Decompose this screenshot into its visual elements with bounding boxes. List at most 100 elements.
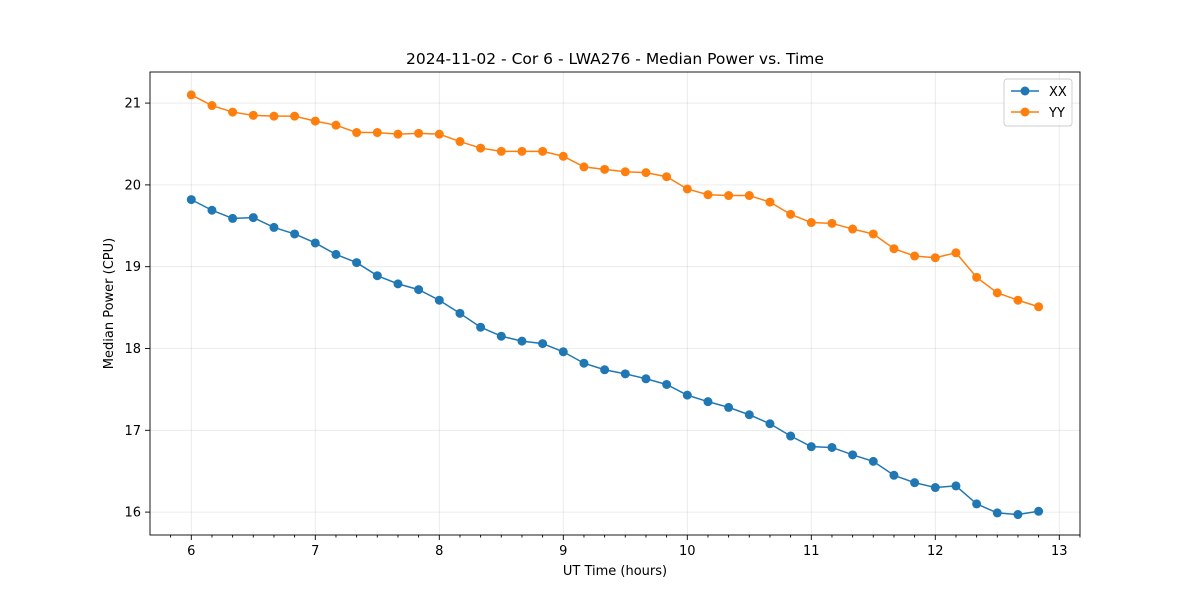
data-point-yy [889,244,899,254]
data-point-yy [724,191,734,201]
data-point-xx [455,308,465,318]
data-point-yy [228,107,238,117]
data-point-yy [765,197,775,207]
data-point-xx [951,481,961,491]
data-point-xx [889,470,899,480]
data-point-yy [910,251,920,261]
y-axis-label: Median Power (CPU) [102,238,117,369]
data-point-yy [558,151,568,161]
data-point-yy [620,167,630,177]
data-point-xx [476,322,486,332]
data-point-yy [744,191,754,201]
data-point-xx [579,358,589,368]
data-point-xx [972,499,982,509]
legend-marker-yy [1020,107,1030,117]
chart-title: 2024-11-02 - Cor 6 - LWA276 - Median Pow… [406,50,824,68]
data-point-xx [868,456,878,466]
data-point-yy [269,111,279,121]
data-point-yy [992,288,1002,298]
data-point-yy [930,253,940,263]
data-point-xx [662,379,672,389]
data-point-xx [641,374,651,384]
x-tick-label: 8 [435,544,443,559]
data-point-xx [228,213,238,223]
data-point-xx [248,213,258,223]
legend-marker-xx [1020,86,1030,96]
data-point-xx [806,442,816,452]
data-point-yy [682,184,692,194]
data-point-xx [269,222,279,232]
data-point-xx [744,410,754,420]
data-point-xx [724,402,734,412]
data-point-xx [786,431,796,441]
data-point-xx [372,271,382,281]
y-tick-label: 20 [124,178,141,193]
data-point-xx [186,195,196,205]
data-point-yy [786,209,796,219]
x-tick-label: 9 [559,544,567,559]
data-point-yy [310,116,320,126]
axis-ticks: 6 7 8 9 10 11 12 13 16 17 18 19 20 21 [124,97,1081,559]
data-point-yy [393,129,403,139]
data-point-yy [434,129,444,139]
data-point-yy [848,224,858,234]
y-tick-label: 21 [124,97,141,112]
x-tick-label: 11 [803,544,820,559]
data-point-xx [910,478,920,488]
data-point-yy [496,146,506,156]
data-point-yy [455,137,465,147]
data-point-yy [290,111,300,121]
data-point-yy [951,248,961,258]
data-point-xx [290,229,300,239]
data-point-yy [352,128,362,138]
data-point-xx [496,331,506,341]
data-point-yy [972,272,982,282]
data-point-yy [703,190,713,200]
data-point-yy [868,229,878,239]
data-point-yy [186,90,196,100]
data-point-xx [992,508,1002,518]
data-point-xx [620,369,630,379]
data-point-xx [434,295,444,305]
data-point-yy [207,101,217,111]
y-tick-label: 16 [124,506,141,521]
data-point-yy [827,218,837,228]
legend-label-xx: XX [1049,85,1067,100]
data-point-xx [1034,506,1044,516]
data-point-xx [310,238,320,248]
data-point-yy [600,164,610,174]
data-point-xx [558,347,568,357]
x-tick-label: 7 [311,544,319,559]
y-tick-label: 18 [124,342,141,357]
data-point-xx [1013,510,1023,520]
data-point-yy [248,110,258,120]
data-point-xx [930,483,940,493]
data-point-xx [352,258,362,268]
data-point-xx [703,397,713,407]
data-point-yy [1034,302,1044,312]
data-point-yy [372,128,382,138]
x-tick-label: 6 [187,544,195,559]
y-tick-label: 19 [124,260,141,275]
data-point-yy [662,172,672,182]
plot-frame [149,71,1081,536]
data-point-xx [538,339,548,349]
data-point-xx [414,285,424,295]
data-point-xx [207,205,217,215]
data-point-yy [414,128,424,138]
data-point-xx [517,336,527,346]
data-point-xx [600,365,610,375]
data-point-yy [517,146,527,156]
data-point-yy [1013,295,1023,305]
data-point-yy [806,218,816,228]
y-tick-label: 17 [124,424,141,439]
legend-label-yy: YY [1048,106,1065,121]
legend: XX YY [1003,78,1073,127]
x-axis-label: UT Time (hours) [563,564,667,579]
x-tick-label: 10 [679,544,696,559]
x-tick-label: 12 [927,544,944,559]
data-point-xx [848,450,858,460]
data-point-yy [579,162,589,172]
data-point-xx [682,390,692,400]
